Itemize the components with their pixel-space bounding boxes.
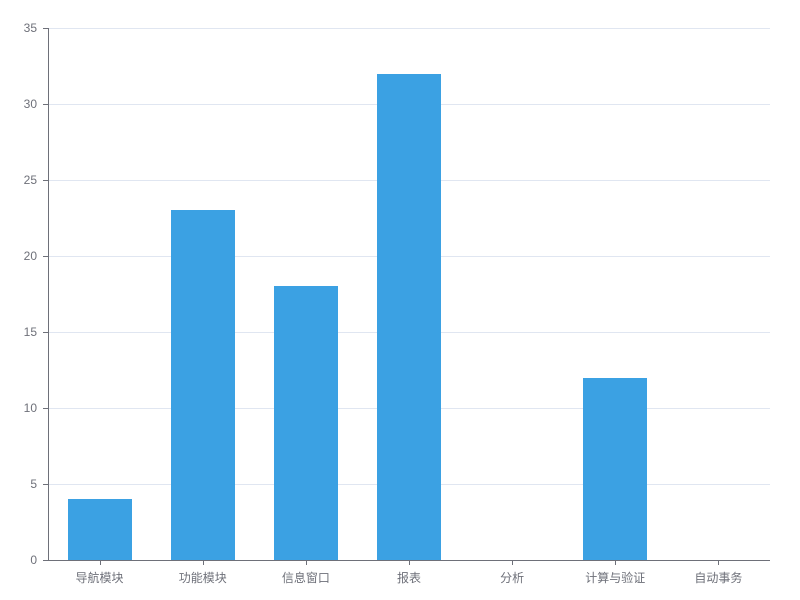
bar[interactable] bbox=[171, 210, 235, 560]
x-tick-label: 功能模块 bbox=[179, 569, 227, 586]
x-tick-label: 报表 bbox=[397, 569, 421, 586]
x-tick-mark bbox=[512, 560, 513, 565]
y-axis bbox=[48, 28, 49, 560]
y-tick-label: 10 bbox=[3, 401, 37, 415]
x-tick-mark bbox=[409, 560, 410, 565]
bar[interactable] bbox=[68, 499, 132, 560]
y-tick-label: 25 bbox=[3, 173, 37, 187]
y-tick-label: 5 bbox=[3, 477, 37, 491]
y-tick-label: 35 bbox=[3, 21, 37, 35]
y-tick-label: 20 bbox=[3, 249, 37, 263]
bar[interactable] bbox=[274, 286, 338, 560]
chart-container: 0 5 10 15 20 25 30 35 导航模块 功能模块 信息窗口 报表 分析 计算与验证 自动事务 bbox=[0, 0, 800, 600]
x-tick-label: 信息窗口 bbox=[282, 569, 330, 586]
x-tick-label: 分析 bbox=[500, 569, 524, 586]
x-tick-mark bbox=[306, 560, 307, 565]
bar-chart: 0 5 10 15 20 25 30 35 导航模块 功能模块 信息窗口 报表 分析 计算与验证 自动事务 bbox=[0, 0, 800, 600]
y-tick-label: 15 bbox=[3, 325, 37, 339]
plot-area: 05101520253035导航模块功能模块信息窗口报表分析计算与验证自动事务 bbox=[48, 28, 770, 560]
x-tick-label: 计算与验证 bbox=[585, 569, 645, 586]
bar[interactable] bbox=[377, 74, 441, 560]
y-tick-label: 0 bbox=[3, 553, 37, 567]
x-tick-mark bbox=[203, 560, 204, 565]
x-tick-label: 自动事务 bbox=[694, 569, 742, 586]
x-tick-label: 导航模块 bbox=[76, 569, 124, 586]
grid-line bbox=[48, 28, 770, 29]
x-tick-mark bbox=[615, 560, 616, 565]
x-tick-mark bbox=[718, 560, 719, 565]
x-tick-mark bbox=[100, 560, 101, 565]
y-tick-label: 30 bbox=[3, 97, 37, 111]
bar[interactable] bbox=[583, 378, 647, 560]
